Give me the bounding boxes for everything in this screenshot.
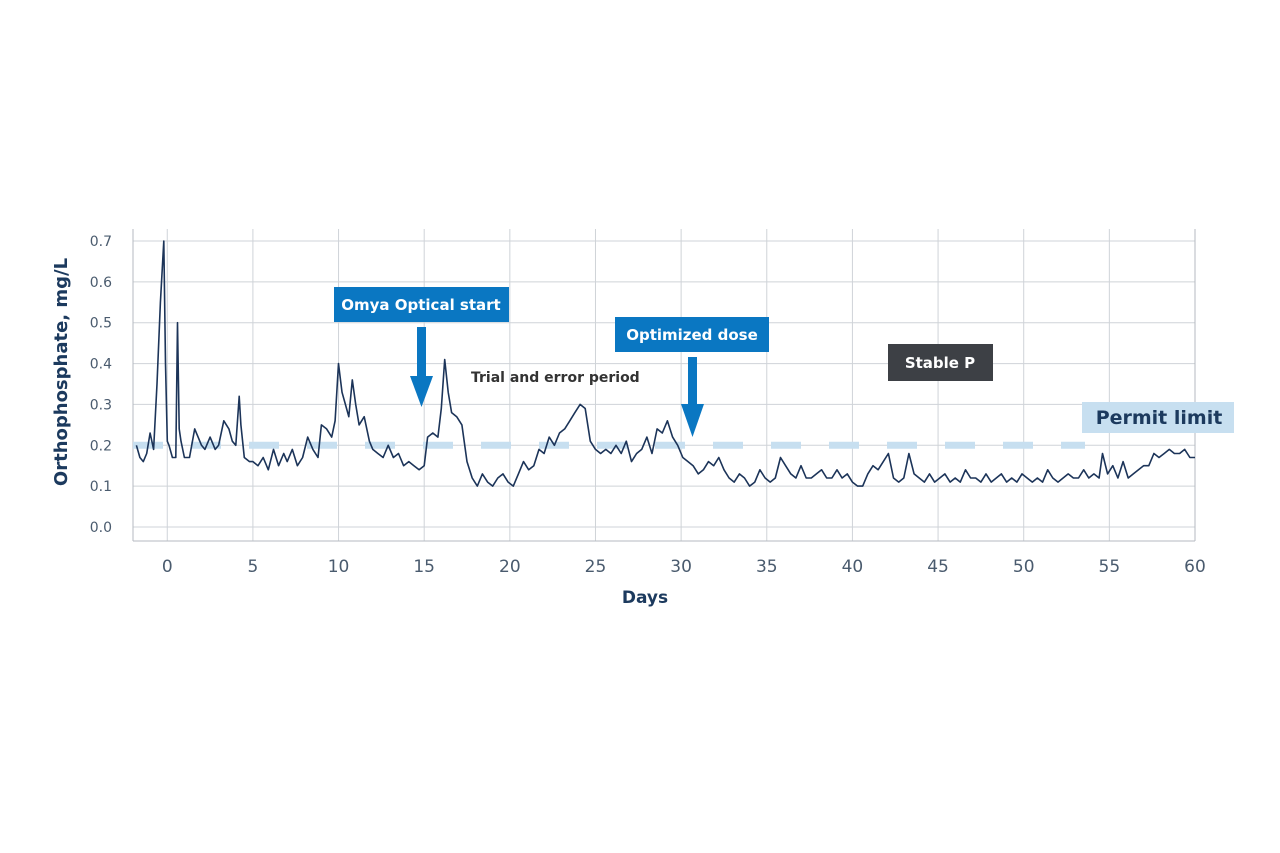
y-axis-title: Orthophosphate, mg/L [51,258,72,486]
x-axis-title: Days [622,588,668,608]
annotation-omya-start-arrow-shaft [417,327,426,377]
annotation-optimized-dose-arrow-shaft [688,357,697,405]
permit-limit-label-box [1082,402,1234,433]
annotation-omya-start-box [334,287,509,322]
x-tick-label-3: 15 [413,557,435,577]
y-tick-label-0: 0.0 [90,520,112,536]
series-line-0 [135,240,1195,487]
y-tick-label-4: 0.4 [90,357,112,373]
annotation-optimized-dose-arrow-head [681,404,704,437]
annotation-stable-p-label: Stable P [905,354,975,372]
x-tick-label-5: 25 [585,557,607,577]
annotation-stable-p: Stable P [888,344,993,381]
annotation-optimized-dose-label: Optimized dose [626,326,758,344]
x-tick-label-9: 45 [927,557,949,577]
annotation-stable-p-box [888,344,993,381]
series-layer [135,240,1195,487]
x-tick-label-7: 35 [756,557,778,577]
x-tick-label-0: 0 [162,557,173,577]
y-tick-label-1: 0.1 [90,479,112,495]
x-tick-label-4: 20 [499,557,521,577]
annotation-omya-start-label: Omya Optical start [341,296,500,314]
y-axis-ticks: 0.0 0.1 0.2 0.3 0.4 0.5 0.6 0.7 [90,234,112,536]
grid [132,229,1196,542]
x-tick-label-10: 50 [1013,557,1035,577]
x-tick-label-1: 5 [247,557,258,577]
x-tick-label-6: 30 [670,557,692,577]
y-tick-label-6: 0.6 [90,275,112,291]
y-tick-label-3: 0.3 [90,397,112,413]
x-tick-label-2: 10 [328,557,350,577]
x-axis-ticks: 0 5 10 15 20 25 30 35 40 45 50 55 60 [162,557,1206,577]
annotation-omya-start-arrow-head [410,376,433,407]
annotation-trial-error: Trial and error period [471,370,640,386]
annotation-optimized-dose: Optimized dose [615,317,769,437]
x-tick-label-8: 40 [842,557,864,577]
annotation-optimized-dose-box [615,317,769,352]
y-tick-label-2: 0.2 [90,438,112,454]
y-tick-label-7: 0.7 [90,234,112,250]
permit-limit-label: Permit limit [1096,407,1223,429]
x-tick-label-12: 60 [1184,557,1206,577]
permit-limit-label-group: Permit limit [1082,402,1234,433]
y-tick-label-5: 0.5 [90,316,112,332]
annotation-omya-start: Omya Optical start [334,287,509,407]
x-tick-label-11: 55 [1099,557,1121,577]
